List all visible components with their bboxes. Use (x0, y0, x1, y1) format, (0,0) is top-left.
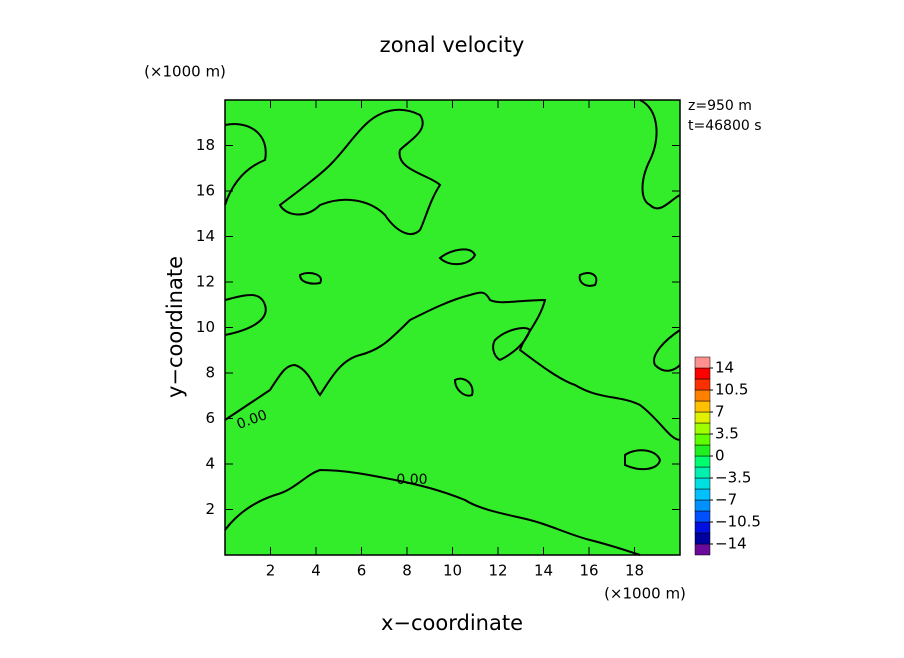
colorbar-band (694, 389, 711, 402)
colorbar-band (694, 455, 711, 468)
contour-label: 0.00 (396, 472, 427, 488)
colorbar-label: 10.5 (715, 381, 748, 399)
y-tick-label: 12 (196, 273, 215, 291)
colorbar-band (694, 521, 711, 534)
annotation: z=950 m (688, 98, 752, 114)
contour-line (492, 327, 532, 362)
colorbar-label: 0 (715, 447, 725, 465)
x-tick-label: 8 (402, 562, 412, 580)
colorbar-band (694, 378, 711, 391)
contour-line (453, 377, 474, 397)
x-tick-label: 12 (488, 562, 507, 580)
y-tick-label: 2 (205, 500, 215, 518)
y-tick-label: 16 (196, 182, 215, 200)
colorbar-band (694, 400, 711, 413)
y-unit: (×1000 m) (144, 63, 226, 81)
colorbar-band (694, 411, 711, 424)
y-tick-label: 10 (196, 318, 215, 336)
field (225, 100, 680, 555)
x-tick-label: 14 (534, 562, 553, 580)
chart-title: zonal velocity (380, 33, 525, 57)
y-axis-label: y−coordinate (163, 256, 187, 398)
x-tick-label: 10 (443, 562, 462, 580)
colorbar-band (694, 477, 711, 490)
annotation: t=46800 s (688, 118, 762, 134)
contour-line (224, 294, 267, 336)
contour-line (278, 108, 442, 235)
x-tick-label: 6 (357, 562, 367, 580)
colorbar-band (694, 466, 711, 479)
x-unit: (×1000 m) (604, 585, 686, 603)
contour-line (639, 99, 681, 210)
contour-line (578, 272, 598, 287)
colorbar-band (694, 367, 711, 380)
colorbar-label: −10.5 (715, 513, 761, 531)
colorbar-band (694, 444, 711, 457)
x-tick-label: 16 (579, 562, 598, 580)
colorbar-band (694, 543, 711, 556)
contour-line (438, 248, 477, 266)
colorbar-label: 3.5 (715, 425, 739, 443)
colorbar-label: −7 (715, 491, 737, 509)
contour-line (298, 272, 322, 285)
contours (224, 99, 681, 556)
y-tick-label: 4 (205, 455, 215, 473)
x-tick-label: 2 (266, 562, 276, 580)
colorbar-band (694, 510, 711, 523)
colorbar-band (694, 499, 711, 512)
contour-line (224, 291, 681, 441)
colorbar-label: −3.5 (715, 469, 751, 487)
x-tick-label: 18 (625, 562, 644, 580)
colorbar-band (694, 532, 711, 545)
colorbar-band (694, 433, 711, 446)
contour-line (653, 329, 681, 372)
colorbar-band (694, 422, 711, 435)
x-axis-label: x−coordinate (381, 611, 523, 635)
colorbar-label: −14 (715, 535, 747, 553)
contour-line (624, 449, 662, 471)
y-tick-label: 18 (196, 136, 215, 154)
colorbar-label: 14 (715, 359, 734, 377)
colorbar-label: 7 (715, 403, 725, 421)
contour-line (224, 468, 641, 556)
y-tick-label: 6 (205, 409, 215, 427)
x-tick-label: 4 (311, 562, 321, 580)
y-tick-label: 14 (196, 227, 215, 245)
y-tick-label: 8 (205, 364, 215, 382)
colorbar-band (694, 488, 711, 501)
colorbar-band (694, 356, 711, 369)
